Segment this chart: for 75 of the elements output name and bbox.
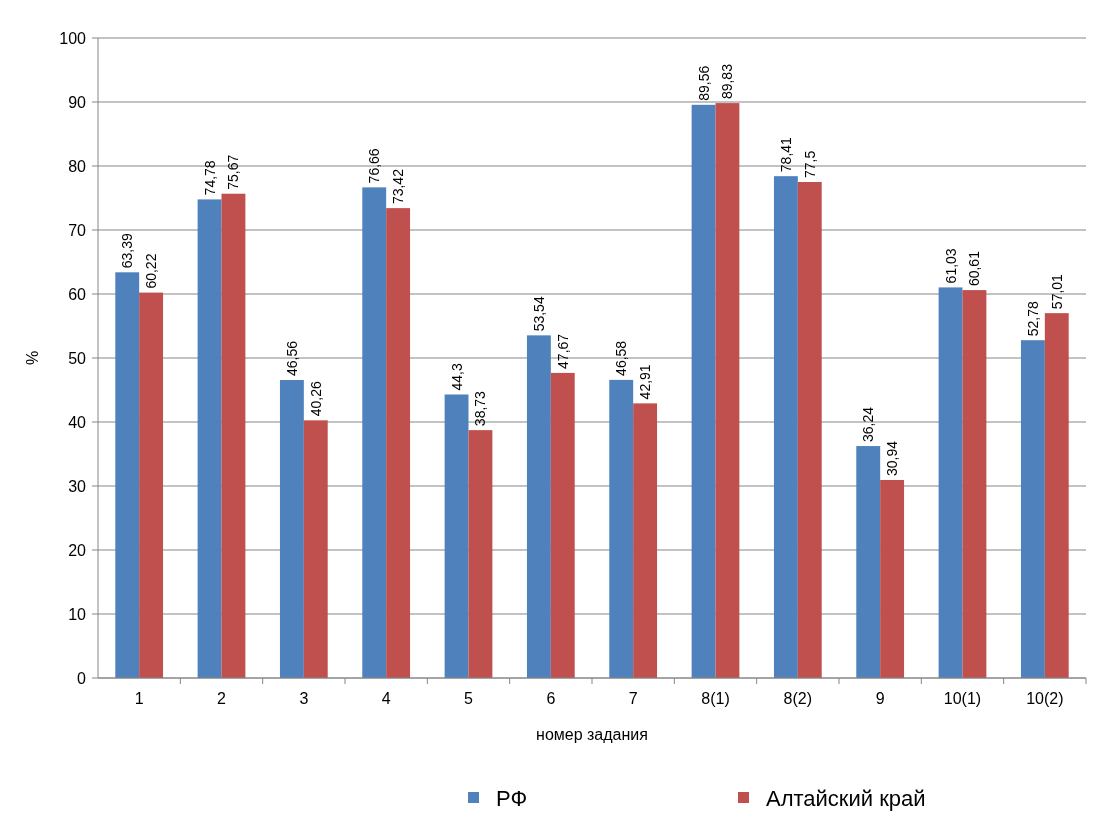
x-tick-label: 1 xyxy=(134,690,144,707)
bar xyxy=(526,335,551,678)
bar xyxy=(468,430,493,678)
y-tick-label: 100 xyxy=(59,29,87,47)
y-tick-label: 10 xyxy=(68,605,87,623)
bar xyxy=(773,176,798,678)
data-label: 30,94 xyxy=(884,440,901,476)
bar xyxy=(221,193,246,678)
bar xyxy=(1020,340,1045,678)
y-tick-label: 50 xyxy=(68,349,87,367)
y-axis-title: % xyxy=(24,350,41,366)
data-label: 52,78 xyxy=(1024,300,1041,337)
x-tick-label: 9 xyxy=(875,690,885,707)
x-tick-label: 10(1) xyxy=(943,690,982,707)
data-label: 40,26 xyxy=(307,381,324,417)
legend-label: РФ xyxy=(496,785,528,811)
y-tick-label: 80 xyxy=(68,157,87,175)
bar xyxy=(691,104,716,678)
bar xyxy=(938,287,963,678)
bar xyxy=(633,403,658,678)
x-tick-label: 8(2) xyxy=(783,690,813,707)
data-label: 74,78 xyxy=(201,160,218,196)
bar xyxy=(139,292,164,678)
bar xyxy=(962,290,987,678)
y-tick-label: 90 xyxy=(68,93,87,111)
x-tick-label: 7 xyxy=(628,690,638,707)
bar xyxy=(279,380,304,678)
data-label: 46,58 xyxy=(613,340,630,376)
bar xyxy=(1044,313,1069,678)
data-label: 47,67 xyxy=(554,333,571,369)
y-tick-label: 40 xyxy=(68,413,87,431)
data-label: 89,83 xyxy=(719,63,736,100)
x-tick-label: 3 xyxy=(299,690,309,707)
bar xyxy=(115,272,140,678)
data-label: 63,39 xyxy=(119,233,136,269)
bar xyxy=(880,479,905,678)
legend-label: Алтайский край xyxy=(766,785,926,811)
bar xyxy=(550,372,575,678)
data-label: 61,03 xyxy=(942,248,959,284)
y-tick-label: 30 xyxy=(68,477,87,495)
data-label: 73,42 xyxy=(390,168,407,205)
bar xyxy=(797,182,822,678)
bar xyxy=(609,379,634,678)
bar xyxy=(856,446,881,678)
data-label: 42,91 xyxy=(637,364,654,400)
data-label: 53,54 xyxy=(530,296,547,332)
y-tick-label: 0 xyxy=(77,669,87,687)
data-label: 36,24 xyxy=(860,406,877,443)
data-label: 60,61 xyxy=(966,250,983,287)
x-axis-title: номер задания xyxy=(536,726,648,743)
data-label: 78,41 xyxy=(777,136,794,173)
data-label: 44,3 xyxy=(448,363,465,391)
data-label: 60,22 xyxy=(143,253,160,289)
data-label: 38,73 xyxy=(472,390,489,427)
x-tick-label: 10(2) xyxy=(1026,690,1064,707)
bar xyxy=(197,199,222,678)
y-tick-label: 70 xyxy=(68,221,87,239)
bar xyxy=(362,187,387,678)
x-tick-label: 4 xyxy=(381,690,391,707)
data-label: 75,67 xyxy=(225,154,242,190)
data-label: 46,56 xyxy=(283,340,300,377)
x-tick-label: 6 xyxy=(546,690,556,707)
data-label: 89,56 xyxy=(695,65,712,101)
data-label: 76,66 xyxy=(366,148,383,184)
bar xyxy=(444,394,469,678)
x-tick-label: 2 xyxy=(217,690,227,707)
y-tick-label: 60 xyxy=(68,285,87,303)
x-tick-label: 8(1) xyxy=(701,690,730,707)
data-label: 57,01 xyxy=(1048,273,1065,310)
bar xyxy=(715,103,740,678)
x-tick-label: 5 xyxy=(464,690,474,707)
bar xyxy=(386,208,411,678)
data-label: 77,5 xyxy=(801,150,818,178)
y-tick-label: 20 xyxy=(68,541,87,559)
bar xyxy=(303,420,328,678)
